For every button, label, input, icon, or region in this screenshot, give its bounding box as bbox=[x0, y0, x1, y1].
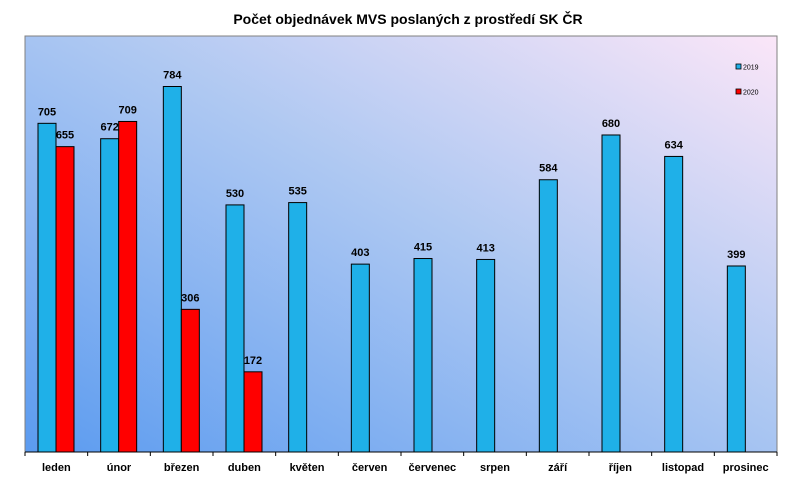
data-label: 634 bbox=[664, 139, 683, 151]
data-label: 399 bbox=[727, 249, 745, 261]
x-tick-label: únor bbox=[107, 462, 132, 474]
x-tick-label: květen bbox=[290, 462, 325, 474]
data-label: 403 bbox=[351, 247, 369, 259]
bar-2019-březen bbox=[162, 85, 182, 453]
bar-2019-únor bbox=[100, 138, 120, 453]
bar-2019-duben bbox=[225, 204, 245, 453]
bar-2019-říjen bbox=[601, 134, 621, 453]
data-label: 784 bbox=[163, 69, 182, 81]
legend-swatch-2020 bbox=[735, 88, 742, 95]
bar-2019-červen bbox=[350, 263, 370, 453]
bar-2019-srpen bbox=[476, 258, 496, 453]
data-label: 413 bbox=[476, 242, 494, 254]
bar-2020-březen bbox=[180, 308, 200, 453]
bar-2019-leden bbox=[37, 122, 57, 453]
data-label: 172 bbox=[244, 355, 262, 367]
data-label: 655 bbox=[56, 130, 74, 142]
data-label: 709 bbox=[118, 104, 136, 116]
bar-2020-únor bbox=[118, 120, 138, 453]
bar-2019-červenec bbox=[413, 258, 433, 453]
bar-2019-prosinec bbox=[726, 265, 746, 453]
x-tick-label: listopad bbox=[662, 462, 704, 474]
plot-area bbox=[24, 35, 778, 453]
x-tick-label: říjen bbox=[609, 462, 633, 474]
x-tick-label: březen bbox=[164, 462, 200, 474]
x-tick-label: duben bbox=[228, 462, 261, 474]
x-tick-label: srpen bbox=[480, 462, 510, 474]
bar-2020-leden bbox=[55, 146, 75, 453]
data-label: 535 bbox=[288, 186, 306, 198]
x-tick-label: červen bbox=[352, 462, 388, 474]
data-label: 584 bbox=[539, 163, 558, 175]
legend-label-2020: 2020 bbox=[743, 90, 759, 97]
legend: 2019 2020 bbox=[735, 63, 759, 97]
bar-2019-listopad bbox=[664, 155, 684, 453]
data-label: 672 bbox=[100, 122, 118, 134]
legend-swatch-2019 bbox=[735, 63, 742, 70]
data-label: 306 bbox=[181, 292, 199, 304]
x-tick-label: prosinec bbox=[723, 462, 769, 474]
x-tick-label: září bbox=[548, 462, 568, 474]
data-label: 530 bbox=[226, 188, 244, 200]
x-axis-ticks bbox=[24, 452, 778, 456]
chart-title: Počet objednávek MVS poslaných z prostře… bbox=[233, 10, 582, 27]
bar-2019-květen bbox=[288, 202, 308, 453]
x-axis-labels: leden únor březen duben květen červen červenec… bbox=[42, 462, 769, 474]
bar-2019-září bbox=[538, 179, 558, 453]
x-tick-label: leden bbox=[42, 462, 71, 474]
legend-label-2019: 2019 bbox=[743, 65, 759, 72]
bar-2020-duben bbox=[243, 371, 263, 453]
data-label: 705 bbox=[38, 106, 56, 118]
data-label: 680 bbox=[602, 118, 620, 130]
x-tick-label: červenec bbox=[408, 462, 456, 474]
data-label: 415 bbox=[414, 242, 432, 254]
